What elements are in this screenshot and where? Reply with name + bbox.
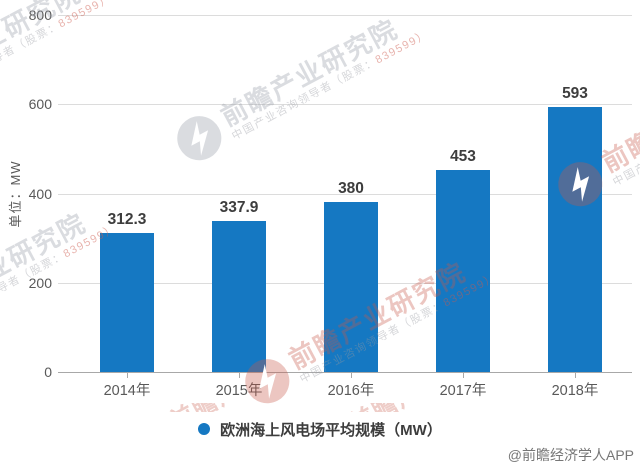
gridline [58, 15, 632, 16]
x-tick-label: 2018年 [551, 383, 599, 399]
y-tick-label: 0 [44, 364, 52, 380]
bar-value-label: 593 [562, 85, 588, 103]
x-axis-line [58, 372, 632, 373]
source-attribution: @前瞻经济学人APP [507, 447, 634, 463]
x-axis-tick [351, 373, 352, 378]
y-tick-label: 400 [28, 185, 52, 202]
bar [436, 169, 490, 372]
x-tick-label: 2017年 [439, 383, 487, 399]
x-tick-label: 2016年 [327, 383, 375, 399]
y-tick-label: 600 [28, 96, 52, 113]
x-axis-tick [239, 373, 240, 378]
bar-value-label: 312.3 [107, 210, 147, 228]
bar-value-label: 380 [338, 180, 364, 198]
x-tick-label: 2014年 [103, 383, 151, 399]
gridline [58, 193, 632, 195]
bar [100, 232, 154, 372]
legend-marker-circle-icon [198, 423, 211, 435]
y-tick-label: 800 [28, 7, 52, 23]
bar [212, 221, 266, 372]
gridline [58, 104, 632, 106]
bar [324, 202, 378, 372]
x-tick-label: 2015年 [215, 383, 263, 399]
legend: 欧洲海上风电场平均规模（MW） [0, 418, 640, 440]
x-axis-tick [127, 373, 128, 378]
x-axis-tick [575, 373, 576, 378]
x-axis-tick [463, 373, 464, 378]
bar-value-label: 453 [450, 147, 476, 165]
y-tick-label: 200 [28, 274, 52, 291]
legend-label: 欧洲海上风电场平均规模（MW） [220, 421, 442, 439]
bar [548, 107, 602, 372]
bar-value-label: 337.9 [219, 199, 259, 217]
